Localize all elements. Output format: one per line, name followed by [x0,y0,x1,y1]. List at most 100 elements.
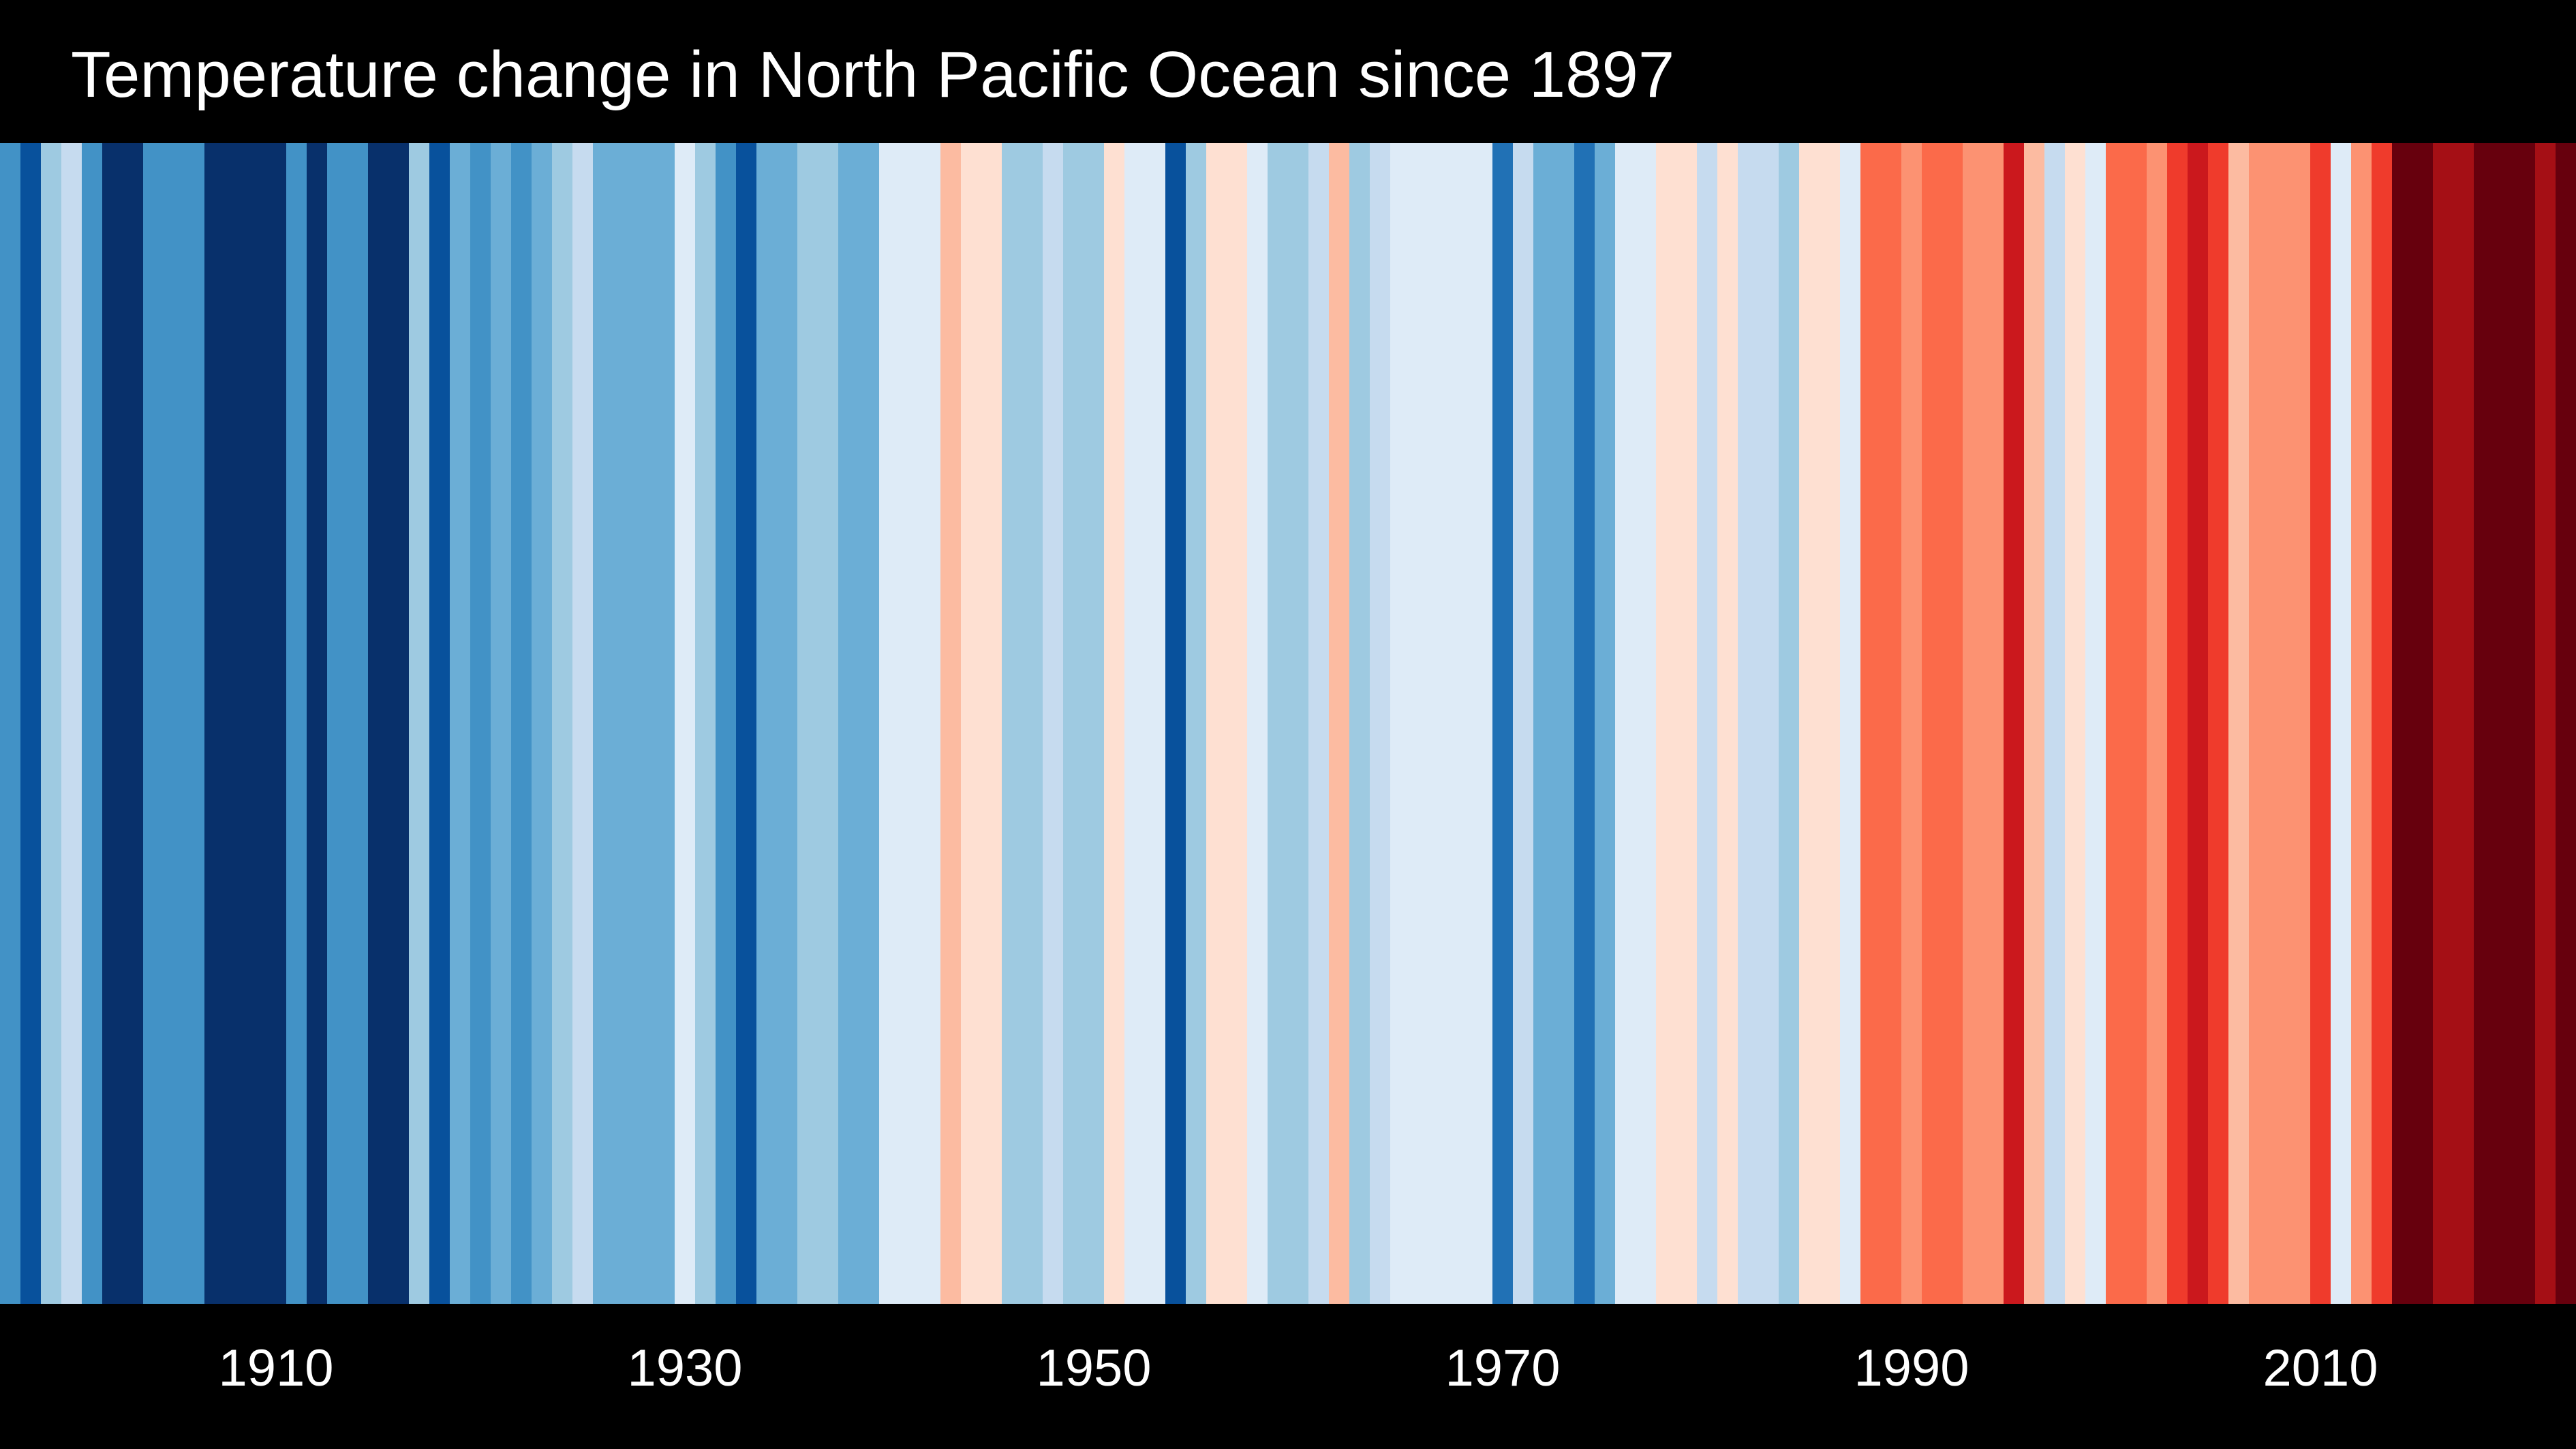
stripe-1977 [1636,143,1657,1304]
stripe-1960 [1288,143,1309,1304]
stripe-1922 [511,143,532,1304]
stripe-1944 [961,143,982,1304]
stripe-1936 [797,143,818,1304]
stripe-1909 [245,143,266,1304]
stripe-1925 [572,143,594,1304]
x-tick-label-1930: 1930 [627,1339,742,1397]
stripe-1918 [429,143,450,1304]
stripe-2001 [2126,143,2147,1304]
stripe-1912 [307,143,328,1304]
stripe-2006 [2228,143,2250,1304]
stripe-1975 [1595,143,1616,1304]
stripe-1897 [0,143,21,1304]
stripe-2011 [2331,143,2352,1304]
stripe-2022 [2556,143,2576,1304]
stripe-1998 [2065,143,2086,1304]
stripe-1920 [470,143,491,1304]
stripe-1938 [838,143,859,1304]
stripe-2016 [2433,143,2454,1304]
x-axis-tick-labels: 1910 1930 1950 1970 1990 2010 [218,1339,2378,1397]
stripe-1961 [1308,143,1330,1304]
stripe-1982 [1738,143,1759,1304]
stripe-1967 [1431,143,1452,1304]
stripe-1956 [1206,143,1227,1304]
stripe-1913 [327,143,348,1304]
chart-title: Temperature change in North Pacific Ocea… [71,38,1675,111]
stripe-1990 [1901,143,1922,1304]
stripe-1989 [1881,143,1902,1304]
stripe-1969 [1472,143,1493,1304]
stripe-1903 [123,143,144,1304]
stripe-1930 [675,143,696,1304]
stripe-1994 [1983,143,2004,1304]
stripe-1941 [900,143,921,1304]
stripe-1943 [940,143,962,1304]
stripe-1948 [1043,143,1064,1304]
stripe-2014 [2392,143,2413,1304]
stripe-1996 [2024,143,2045,1304]
stripe-1905 [164,143,185,1304]
stripe-2021 [2535,143,2556,1304]
stripe-1906 [184,143,205,1304]
stripe-1923 [532,143,553,1304]
stripe-1924 [552,143,573,1304]
stripe-1937 [818,143,839,1304]
x-tick-label-1910: 1910 [218,1339,333,1397]
stripe-1976 [1615,143,1636,1304]
stripe-1971 [1513,143,1534,1304]
stripe-1900 [61,143,82,1304]
stripe-1980 [1697,143,1718,1304]
stripe-1933 [736,143,757,1304]
stripe-1978 [1656,143,1677,1304]
stripe-1997 [2044,143,2066,1304]
x-tick-label-1950: 1950 [1036,1339,1151,1397]
stripe-1984 [1779,143,1800,1304]
stripe-1970 [1492,143,1514,1304]
stripe-1999 [2085,143,2106,1304]
stripe-1983 [1758,143,1779,1304]
stripe-1985 [1799,143,1820,1304]
x-tick-label-1970: 1970 [1445,1339,1560,1397]
stripe-1898 [20,143,42,1304]
stripe-1965 [1390,143,1411,1304]
stripe-1987 [1840,143,1861,1304]
stripe-1911 [286,143,307,1304]
stripe-2019 [2494,143,2515,1304]
stripe-1914 [348,143,369,1304]
stripe-1910 [266,143,287,1304]
stripe-1917 [409,143,430,1304]
stripe-1986 [1820,143,1841,1304]
stripe-1981 [1717,143,1738,1304]
stripe-1921 [491,143,512,1304]
stripe-2010 [2310,143,2331,1304]
stripe-1926 [593,143,614,1304]
stripe-2007 [2249,143,2270,1304]
stripe-1929 [654,143,675,1304]
stripe-1932 [716,143,737,1304]
stripe-2009 [2290,143,2311,1304]
stripe-2004 [2188,143,2209,1304]
stripe-1916 [388,143,410,1304]
stripe-2017 [2453,143,2474,1304]
x-tick-label-2010: 2010 [2263,1339,2378,1397]
stripe-1902 [102,143,123,1304]
stripe-1949 [1063,143,1084,1304]
stripe-1958 [1247,143,1268,1304]
stripe-2012 [2351,143,2372,1304]
stripe-1988 [1860,143,1882,1304]
stripe-1939 [859,143,880,1304]
stripe-1973 [1554,143,1575,1304]
stripe-1908 [225,143,246,1304]
stripe-1951 [1104,143,1125,1304]
stripe-2003 [2167,143,2188,1304]
stripe-2015 [2412,143,2434,1304]
stripe-1979 [1676,143,1698,1304]
stripe-2008 [2269,143,2290,1304]
stripe-1919 [450,143,471,1304]
stripe-1907 [204,143,226,1304]
stripe-1931 [695,143,716,1304]
stripe-1962 [1329,143,1350,1304]
stripe-1952 [1124,143,1146,1304]
stripe-1993 [1963,143,1984,1304]
